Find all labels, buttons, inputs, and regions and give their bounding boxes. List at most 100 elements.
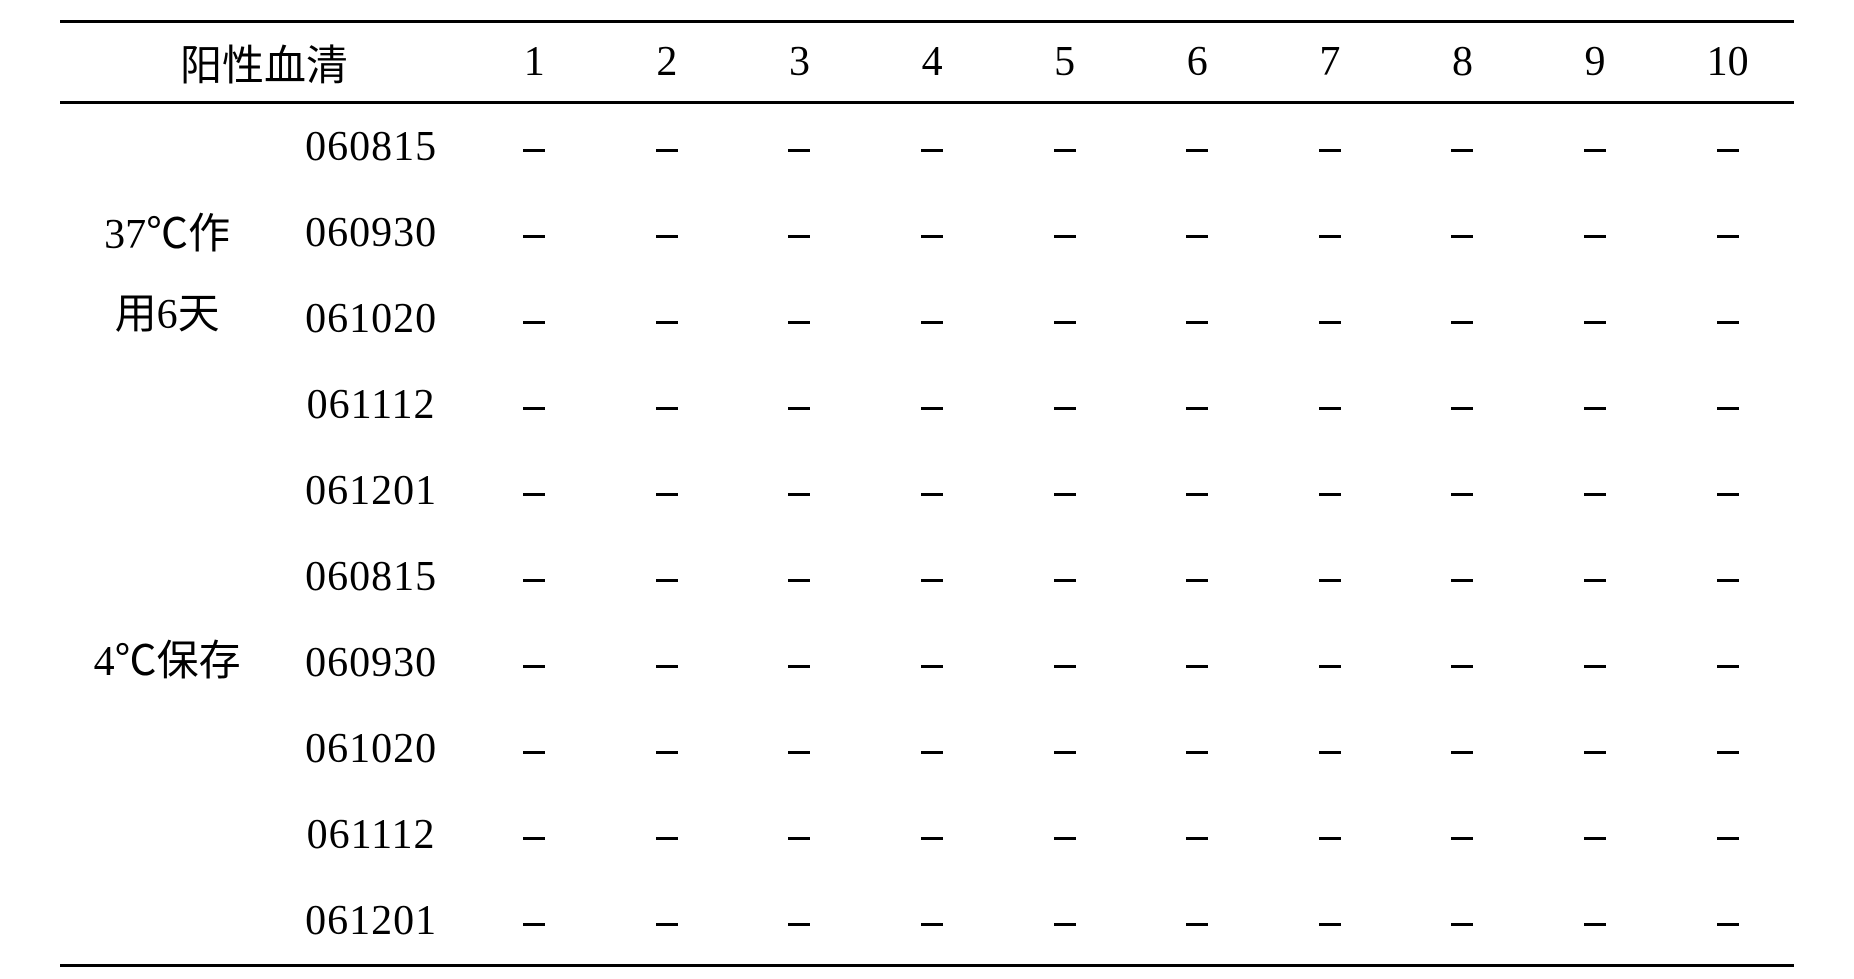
condition-cell-empty [60, 103, 274, 191]
data-cell [733, 103, 866, 191]
data-cell [733, 878, 866, 966]
data-cell [1131, 276, 1264, 362]
data-cell [1131, 448, 1264, 534]
header-col-7: 7 [1264, 22, 1397, 103]
data-cell [1529, 276, 1662, 362]
dash-icon [1319, 665, 1341, 668]
dash-icon [523, 321, 545, 324]
dash-icon [1584, 493, 1606, 496]
data-cell [998, 190, 1131, 276]
condition-cell-empty [60, 448, 274, 534]
batch-cell: 060930 [274, 190, 468, 276]
data-cell [998, 362, 1131, 448]
data-cell [601, 276, 734, 362]
dash-icon [1186, 321, 1208, 324]
dash-icon [1319, 235, 1341, 238]
data-cell [1131, 362, 1264, 448]
data-cell [1396, 706, 1529, 792]
dash-icon [921, 407, 943, 410]
data-cell [468, 448, 601, 534]
table-row: 061112 [60, 362, 1794, 448]
data-cell [733, 534, 866, 620]
condition-cell-empty [60, 362, 274, 448]
dash-icon [1319, 407, 1341, 410]
header-col-6: 6 [1131, 22, 1264, 103]
serum-table-container: 阳性血清 1 2 3 4 5 6 7 8 9 10 060815 [0, 0, 1854, 967]
data-cell [998, 276, 1131, 362]
dash-icon [1451, 923, 1473, 926]
dash-icon [1054, 665, 1076, 668]
batch-cell: 061112 [274, 362, 468, 448]
dash-icon [656, 493, 678, 496]
data-cell [601, 620, 734, 706]
dash-icon [523, 923, 545, 926]
data-cell [468, 620, 601, 706]
data-cell [1131, 103, 1264, 191]
dash-icon [1319, 321, 1341, 324]
dash-icon [1186, 751, 1208, 754]
data-cell [1264, 276, 1397, 362]
data-cell [1661, 534, 1794, 620]
batch-cell: 061020 [274, 706, 468, 792]
data-cell [1131, 534, 1264, 620]
dash-icon [921, 579, 943, 582]
data-cell [1661, 792, 1794, 878]
serum-table: 阳性血清 1 2 3 4 5 6 7 8 9 10 060815 [60, 20, 1794, 967]
header-col-2: 2 [601, 22, 734, 103]
data-cell [866, 878, 999, 966]
dash-icon [1319, 493, 1341, 496]
dash-icon [921, 149, 943, 152]
data-cell [998, 103, 1131, 191]
batch-cell: 061201 [274, 448, 468, 534]
data-cell [733, 706, 866, 792]
data-cell [1131, 706, 1264, 792]
dash-icon [921, 321, 943, 324]
data-cell [601, 190, 734, 276]
data-cell [1661, 706, 1794, 792]
dash-icon [921, 235, 943, 238]
data-cell [866, 276, 999, 362]
data-cell [1264, 362, 1397, 448]
dash-icon [656, 235, 678, 238]
dash-icon [1451, 751, 1473, 754]
data-cell [866, 792, 999, 878]
data-cell [866, 620, 999, 706]
dash-icon [656, 321, 678, 324]
batch-cell: 060815 [274, 103, 468, 191]
dash-icon [1054, 751, 1076, 754]
data-cell [1529, 792, 1662, 878]
dash-icon [788, 149, 810, 152]
dash-icon [1186, 493, 1208, 496]
dash-icon [656, 665, 678, 668]
data-cell [1661, 448, 1794, 534]
data-cell [1529, 103, 1662, 191]
data-cell [1264, 792, 1397, 878]
dash-icon [523, 493, 545, 496]
condition-cell-4c: 4℃保存 [60, 620, 274, 706]
data-cell [1264, 878, 1397, 966]
dash-icon [1054, 149, 1076, 152]
dash-icon [1584, 579, 1606, 582]
data-cell [468, 103, 601, 191]
data-cell [1661, 620, 1794, 706]
dash-icon [523, 149, 545, 152]
dash-icon [1054, 579, 1076, 582]
dash-icon [1186, 149, 1208, 152]
data-cell [1529, 534, 1662, 620]
dash-icon [1584, 751, 1606, 754]
data-cell [1661, 276, 1794, 362]
dash-icon [1451, 665, 1473, 668]
dash-icon [1451, 149, 1473, 152]
data-cell [998, 706, 1131, 792]
dash-icon [1186, 665, 1208, 668]
data-cell [1131, 190, 1264, 276]
data-cell [998, 620, 1131, 706]
data-cell [1396, 103, 1529, 191]
dash-icon [1717, 321, 1739, 324]
condition-line-2: 用6天 [115, 292, 220, 338]
dash-icon [1584, 407, 1606, 410]
dash-icon [1186, 407, 1208, 410]
dash-icon [1319, 751, 1341, 754]
dash-icon [656, 149, 678, 152]
data-cell [468, 792, 601, 878]
